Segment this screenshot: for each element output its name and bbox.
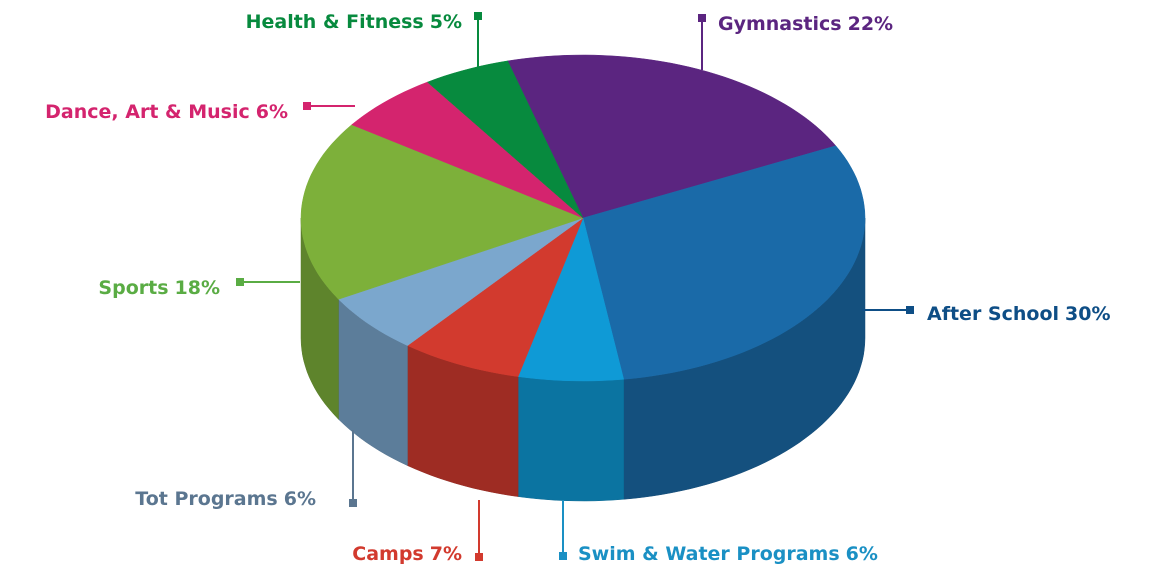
value-label: 6%	[256, 101, 288, 123]
slice	[351, 81, 584, 219]
slice	[338, 217, 584, 346]
category-label: Dance, Art & Music	[45, 101, 250, 123]
slice-label: Health & Fitness 5%	[246, 11, 462, 33]
leader-marker	[303, 102, 311, 110]
slice	[300, 124, 584, 300]
slice	[517, 217, 625, 382]
slice-label: Swim & Water Programs 6%	[578, 543, 878, 565]
category-label: Health & Fitness	[246, 11, 424, 33]
slice-label: Camps 7%	[352, 543, 462, 565]
leader-marker	[698, 14, 706, 22]
category-label: Camps	[352, 543, 423, 565]
slice	[426, 60, 584, 219]
leader-marker	[236, 278, 244, 286]
slice	[582, 145, 866, 380]
category-label: Swim & Water Programs	[578, 543, 840, 565]
slice	[507, 54, 837, 219]
category-label: Sports	[98, 277, 168, 299]
slice-label: Sports 18%	[98, 277, 220, 299]
slice-label: Tot Programs 6%	[135, 488, 316, 510]
category-label: Tot Programs	[135, 488, 277, 510]
slice-label: After School 30%	[927, 303, 1111, 325]
slice-label: Gymnastics 22%	[718, 13, 893, 35]
value-label: 18%	[175, 277, 220, 299]
value-label: 22%	[848, 13, 893, 35]
category-label: Gymnastics	[718, 13, 842, 35]
value-label: 7%	[430, 543, 462, 565]
value-label: 6%	[284, 488, 316, 510]
category-label: After School	[927, 303, 1059, 325]
value-label: 30%	[1065, 303, 1110, 325]
value-label: 6%	[846, 543, 878, 565]
leader-marker	[906, 306, 914, 314]
value-label: 5%	[430, 11, 462, 33]
leader-marker	[559, 552, 567, 560]
slice-side	[517, 376, 624, 502]
leader-marker	[474, 12, 482, 20]
slice	[407, 217, 584, 377]
leader-marker	[475, 553, 483, 561]
leader-marker	[349, 499, 357, 507]
slice-label: Dance, Art & Music 6%	[45, 101, 288, 123]
